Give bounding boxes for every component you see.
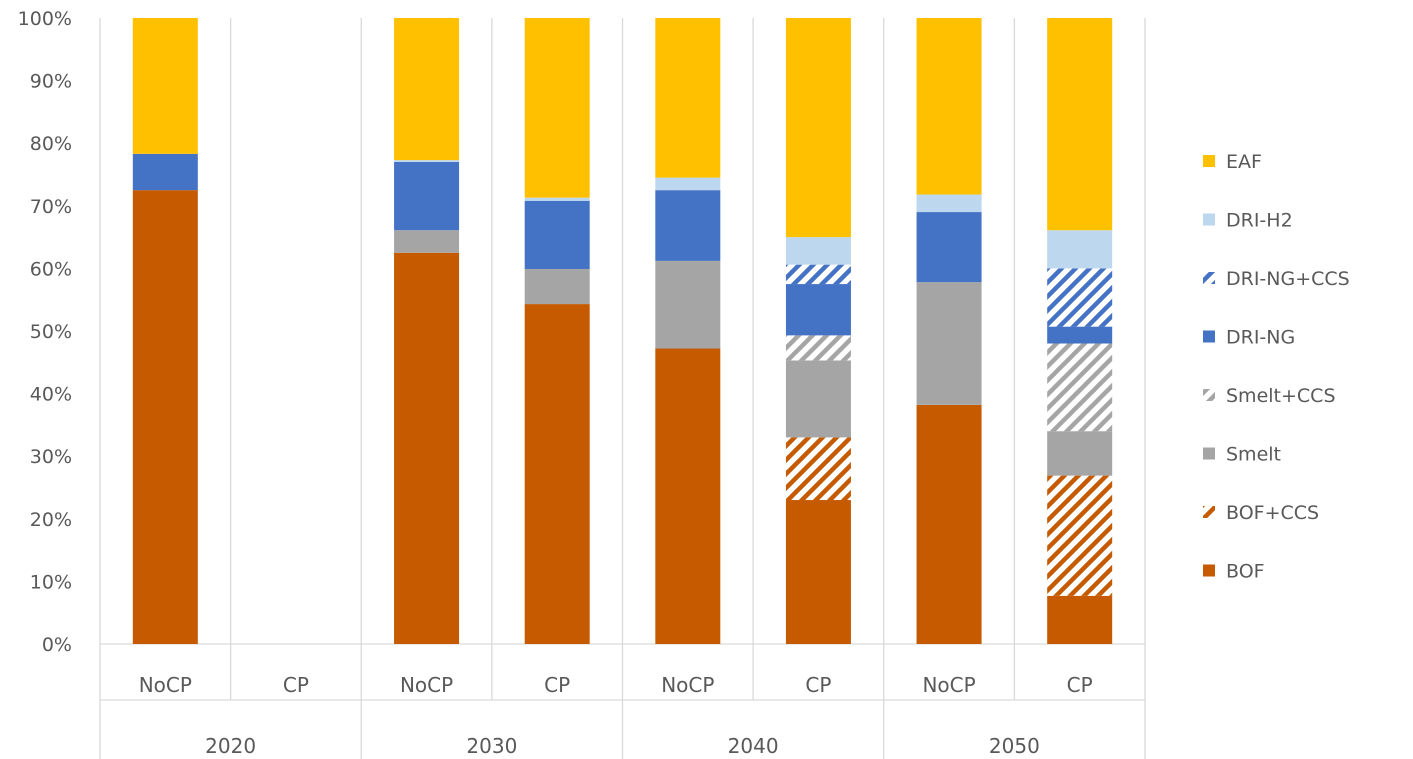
legend-label: EAF — [1226, 151, 1262, 173]
bar-segment-dri-h2 — [524, 197, 590, 201]
bar-segment-dri-ng — [916, 212, 982, 283]
y-tick-label: 60% — [30, 258, 72, 280]
bar-segment-dri-ng — [1047, 326, 1113, 344]
bar-segment-bof — [132, 190, 198, 644]
bar-category-label: NoCP — [661, 673, 714, 697]
bar-segment-eaf — [916, 18, 982, 195]
legend-swatch — [1203, 389, 1215, 401]
bar-segment-dri-ng — [655, 190, 721, 261]
bar-category-label: NoCP — [139, 673, 192, 697]
bar-segment-smelt — [394, 230, 460, 253]
legend-swatch — [1203, 213, 1215, 226]
year-label: 2040 — [728, 734, 779, 758]
bar-segment-bof — [524, 304, 590, 644]
y-tick-label: 10% — [30, 571, 72, 593]
bar-segment-eaf — [785, 18, 851, 238]
year-label: 2030 — [466, 734, 517, 758]
legend-swatch — [1203, 564, 1215, 577]
bar-segment-bof — [916, 404, 982, 644]
y-tick-label: 100% — [18, 8, 72, 30]
chart-labels: 0% 10% 20% 30% 40% 50% 60% 70% 80% 90% 100% NoCP CP 2… — [18, 8, 1093, 758]
legend-swatch — [1203, 330, 1215, 343]
bar-segment-dri-ng — [785, 284, 851, 336]
bar-segment-dri-h2 — [785, 237, 851, 265]
legend-swatch — [1203, 155, 1215, 167]
bar-segment-bof — [1047, 595, 1113, 644]
bar-category-label: CP — [544, 673, 570, 697]
y-tick-label: 70% — [30, 196, 72, 218]
bar-segment-smelt — [785, 360, 851, 438]
legend-label: Smelt — [1226, 444, 1281, 466]
legend-label: DRI-NG — [1226, 327, 1295, 349]
year-label: 2050 — [989, 734, 1040, 758]
bar-segment-dri-ng-ccs — [785, 264, 851, 285]
bar-segment-smelt — [1047, 431, 1113, 476]
bar-segment-dri-h2 — [655, 177, 721, 191]
bar-segment-dri-ng-ccs — [1047, 268, 1113, 327]
bar-segment-dri-ng — [394, 161, 460, 231]
legend-swatch — [1203, 506, 1215, 518]
bar-category-label: NoCP — [400, 673, 453, 697]
bar-segment-smelt — [916, 282, 982, 405]
bar-segment-eaf — [655, 18, 721, 178]
bar-segment-dri-h2 — [916, 194, 982, 213]
y-tick-label: 90% — [30, 71, 72, 93]
bar-segment-eaf — [394, 18, 460, 161]
year-label: 2020 — [205, 734, 256, 758]
bar-segment-dri-ng — [132, 153, 198, 191]
y-tick-label: 80% — [30, 133, 72, 155]
y-tick-label: 30% — [30, 446, 72, 468]
bar-segment-eaf — [1047, 18, 1113, 231]
legend-label: BOF+CCS — [1226, 502, 1319, 524]
bar-segment-bof — [394, 252, 460, 644]
bar-segment-eaf — [132, 18, 198, 154]
bar-segment-dri-ng — [524, 200, 590, 270]
legend-label: BOF — [1226, 561, 1265, 583]
bar-category-label: CP — [805, 673, 831, 697]
bar-segment-bof-ccs — [1047, 475, 1113, 596]
chart-axes — [99, 18, 1146, 759]
bar-segment-smelt-ccs — [1047, 343, 1113, 432]
bar-segment-dri-h2 — [1047, 230, 1113, 269]
chart-legend: EAF DRI-H2 DRI-NG+CCS DRI-NG Smelt+CCS Smelt B… — [1203, 151, 1350, 583]
bar-segment-dri-h2 — [394, 160, 460, 162]
legend-swatch — [1203, 447, 1215, 460]
legend-label: DRI-NG+CCS — [1226, 268, 1350, 290]
legend-label: Smelt+CCS — [1226, 385, 1336, 407]
bar-segment-smelt-ccs — [785, 335, 851, 361]
y-tick-label: 50% — [30, 321, 72, 343]
y-tick-label: 40% — [30, 384, 72, 406]
bar-category-label: CP — [1067, 673, 1093, 697]
bar-segment-eaf — [524, 18, 590, 198]
bar-segment-bof-ccs — [785, 437, 851, 501]
bar-segment-bof — [785, 500, 851, 644]
legend-swatch — [1203, 272, 1215, 284]
y-tick-label: 0% — [42, 634, 72, 656]
y-tick-label: 20% — [30, 509, 72, 531]
bar-segment-smelt — [524, 269, 590, 305]
legend-label: DRI-H2 — [1226, 210, 1293, 232]
chart-bars — [132, 18, 1113, 644]
bar-segment-bof — [655, 348, 721, 644]
bar-category-label: CP — [283, 673, 309, 697]
bar-segment-smelt — [655, 260, 721, 349]
bar-category-label: NoCP — [922, 673, 975, 697]
